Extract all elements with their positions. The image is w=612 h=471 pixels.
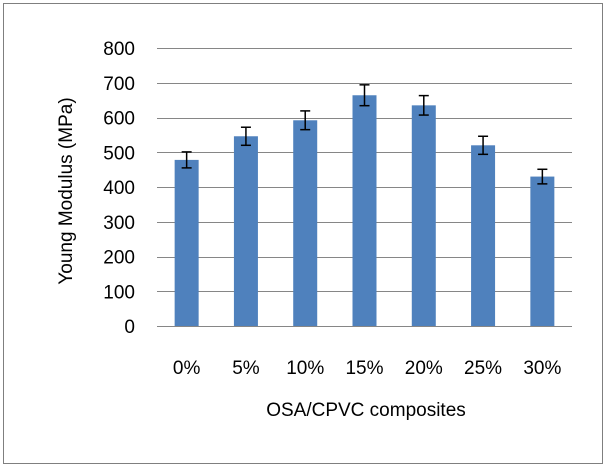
x-tick-label: 10% [286, 358, 324, 379]
y-tick-label: 600 [103, 109, 135, 130]
y-tick-label: 0 [124, 317, 135, 338]
x-tick-label: 30% [523, 358, 561, 379]
y-tick-label: 100 [103, 282, 135, 303]
error-bar [418, 94, 429, 116]
bar [471, 145, 496, 326]
y-tick-label: 500 [103, 143, 135, 164]
bar-chart: 0 100 200 300 400 500 600 700 800 0% 5% 10% 15% 20% 2… [56, 39, 572, 421]
error-bar [181, 151, 192, 169]
x-tick-label: 25% [464, 358, 502, 379]
y-tick-label: 700 [103, 74, 135, 95]
bar [233, 136, 258, 326]
x-tick-label: 15% [345, 358, 383, 379]
y-tick-label: 300 [103, 213, 135, 234]
bar [174, 159, 199, 326]
y-tick-labels: 0 100 200 300 400 500 600 700 800 [103, 39, 135, 338]
bars [174, 95, 555, 327]
error-bar [300, 110, 311, 131]
error-bar [478, 135, 489, 156]
x-tick-label: 0% [173, 358, 201, 379]
y-tick-label: 200 [103, 248, 135, 269]
bar [293, 120, 318, 326]
error-bar [537, 168, 548, 185]
x-axis-title: OSA/CPVC composites [266, 400, 466, 421]
x-tick-labels: 0% 5% 10% 15% 20% 25% 30% [173, 358, 562, 379]
bar [411, 105, 436, 327]
error-bars [181, 84, 548, 185]
bar [352, 95, 377, 326]
error-bar [240, 126, 251, 147]
x-tick-label: 20% [405, 358, 443, 379]
chart-frame: 0 100 200 300 400 500 600 700 800 0% 5% 10% 15% 20% 2… [3, 3, 603, 464]
y-tick-label: 400 [103, 178, 135, 199]
error-bar [359, 84, 370, 107]
y-axis-title: Young Modulus (MPa) [56, 97, 77, 284]
bar [530, 176, 555, 326]
x-tick-label: 5% [232, 358, 260, 379]
y-tick-label: 800 [103, 39, 135, 60]
